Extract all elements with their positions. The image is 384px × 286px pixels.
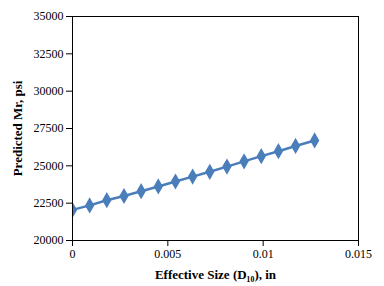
svg-text:0: 0 [70,247,76,261]
svg-text:20000: 20000 [34,233,64,247]
svg-text:35000: 35000 [34,9,64,23]
svg-text:0.015: 0.015 [345,247,372,261]
svg-text:22500: 22500 [34,196,64,210]
svg-text:0.01: 0.01 [253,247,274,261]
svg-text:Predicted Mr, psi: Predicted Mr, psi [10,80,25,176]
svg-text:27500: 27500 [34,121,64,135]
svg-text:25000: 25000 [34,159,64,173]
svg-text:30000: 30000 [34,84,64,98]
svg-text:32500: 32500 [34,47,64,61]
svg-text:Effective Size (D₁₀), in: Effective Size (D₁₀), in [155,267,277,282]
svg-text:0.005: 0.005 [154,247,181,261]
